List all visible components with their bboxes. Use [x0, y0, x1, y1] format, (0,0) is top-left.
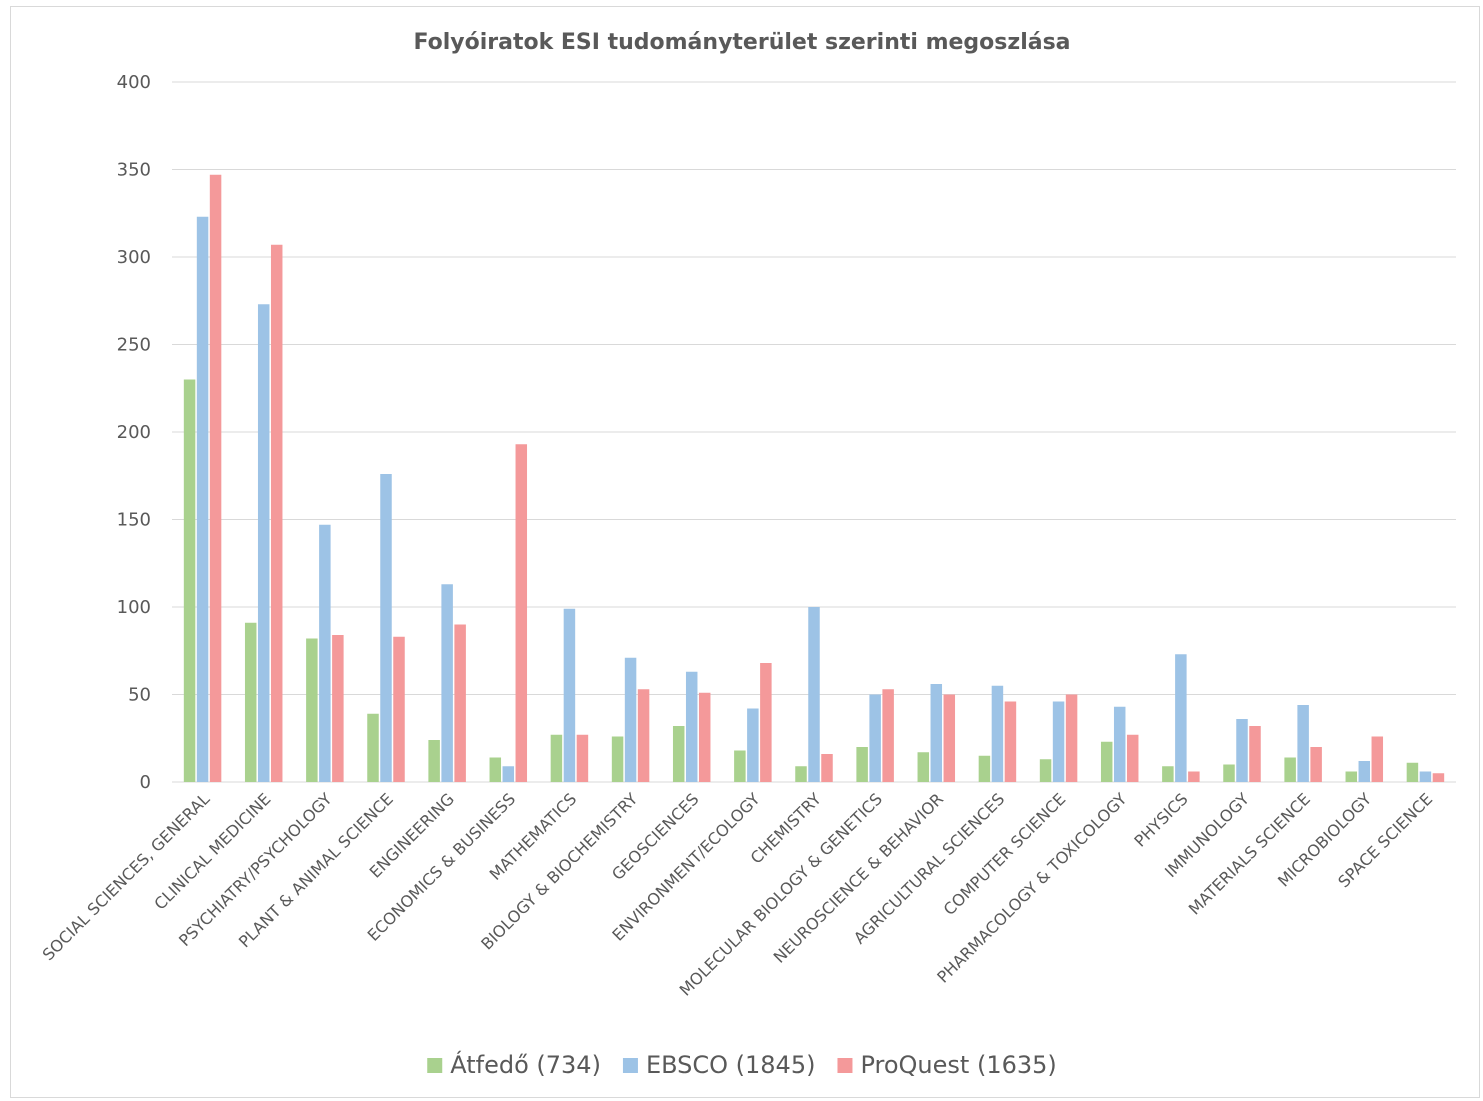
legend-label: Átfedő (734)	[450, 1050, 601, 1079]
bar	[183, 379, 196, 782]
bar	[257, 304, 270, 782]
legend-swatch	[622, 1058, 638, 1073]
bar	[306, 638, 318, 782]
bar	[244, 622, 257, 782]
bar	[563, 608, 576, 782]
y-tick-label: 150	[117, 510, 151, 531]
bar	[367, 713, 379, 782]
bar	[795, 766, 807, 782]
legend-label: ProQuest (1635)	[860, 1051, 1056, 1079]
bar	[454, 624, 466, 782]
bar	[624, 657, 637, 782]
bar	[917, 752, 930, 782]
bar	[1052, 701, 1065, 782]
bar	[1345, 771, 1358, 782]
bar	[441, 584, 453, 782]
bar	[1284, 757, 1296, 782]
y-tick-label: 250	[117, 335, 151, 356]
bar	[502, 766, 515, 782]
bar	[943, 694, 956, 782]
bar	[1188, 771, 1200, 782]
bar	[380, 474, 392, 782]
bar	[1236, 719, 1248, 782]
y-tick-label: 0	[140, 772, 151, 793]
bar	[576, 734, 589, 782]
y-tick-label: 100	[117, 597, 151, 618]
bar	[1223, 764, 1235, 782]
chart-frame	[10, 6, 1480, 1098]
legend-swatch	[837, 1058, 853, 1073]
y-tick-label: 400	[117, 72, 151, 93]
bar	[734, 750, 746, 782]
y-axis-ticks: 0 50 100 150 200 250 300 350 400	[117, 72, 151, 793]
bar	[1162, 766, 1174, 782]
legend: Átfedő (734) EBSCO (1845) ProQuest (1635)	[427, 1050, 1057, 1079]
bar	[270, 244, 283, 782]
bar	[882, 689, 894, 782]
y-tick-label: 200	[117, 422, 151, 443]
bar	[1004, 701, 1017, 782]
bar	[856, 747, 868, 782]
bar	[1039, 759, 1052, 782]
legend-label: EBSCO (1845)	[646, 1051, 816, 1079]
bar	[991, 685, 1004, 782]
bar	[1100, 741, 1113, 782]
bar	[196, 216, 209, 782]
chart-title: Folyóiratok ESI tudományterület szerinti…	[413, 30, 1070, 55]
bar	[821, 754, 833, 782]
x-category-label: MATERIALS SCIENCE	[1185, 789, 1314, 918]
bar	[760, 663, 772, 782]
bar	[611, 736, 624, 782]
bar	[978, 755, 991, 782]
x-category-label: COMPUTER SCIENCE	[940, 789, 1070, 919]
bar	[1432, 773, 1445, 782]
bar	[685, 671, 698, 782]
legend-swatch	[427, 1058, 443, 1073]
bar	[428, 740, 440, 782]
bar	[1406, 762, 1419, 782]
bar	[1113, 706, 1126, 782]
bar	[209, 174, 222, 782]
bar	[1126, 734, 1139, 782]
bar	[332, 635, 344, 782]
y-tick-label: 50	[128, 685, 151, 706]
bar	[1065, 694, 1078, 782]
bar	[869, 694, 881, 782]
bar	[515, 444, 528, 782]
x-category-label: PHYSICS	[1130, 789, 1191, 850]
bar	[930, 684, 943, 782]
y-tick-label: 350	[117, 160, 151, 181]
x-category-label: CLINICAL MEDICINE	[150, 789, 274, 913]
bar	[319, 524, 331, 782]
bar	[1310, 747, 1322, 782]
bar	[808, 607, 820, 782]
bar	[550, 734, 563, 782]
bar	[1297, 705, 1309, 782]
bar	[1358, 761, 1371, 782]
bar	[393, 636, 405, 782]
bar	[489, 757, 502, 782]
bar	[1175, 654, 1187, 782]
bar	[698, 692, 711, 782]
bar	[1371, 736, 1384, 782]
bar	[1419, 771, 1432, 782]
bar	[672, 726, 685, 782]
bar	[1249, 726, 1261, 782]
bar	[747, 708, 759, 782]
bars	[183, 174, 1445, 782]
y-tick-label: 300	[117, 247, 151, 268]
bar	[637, 689, 650, 782]
